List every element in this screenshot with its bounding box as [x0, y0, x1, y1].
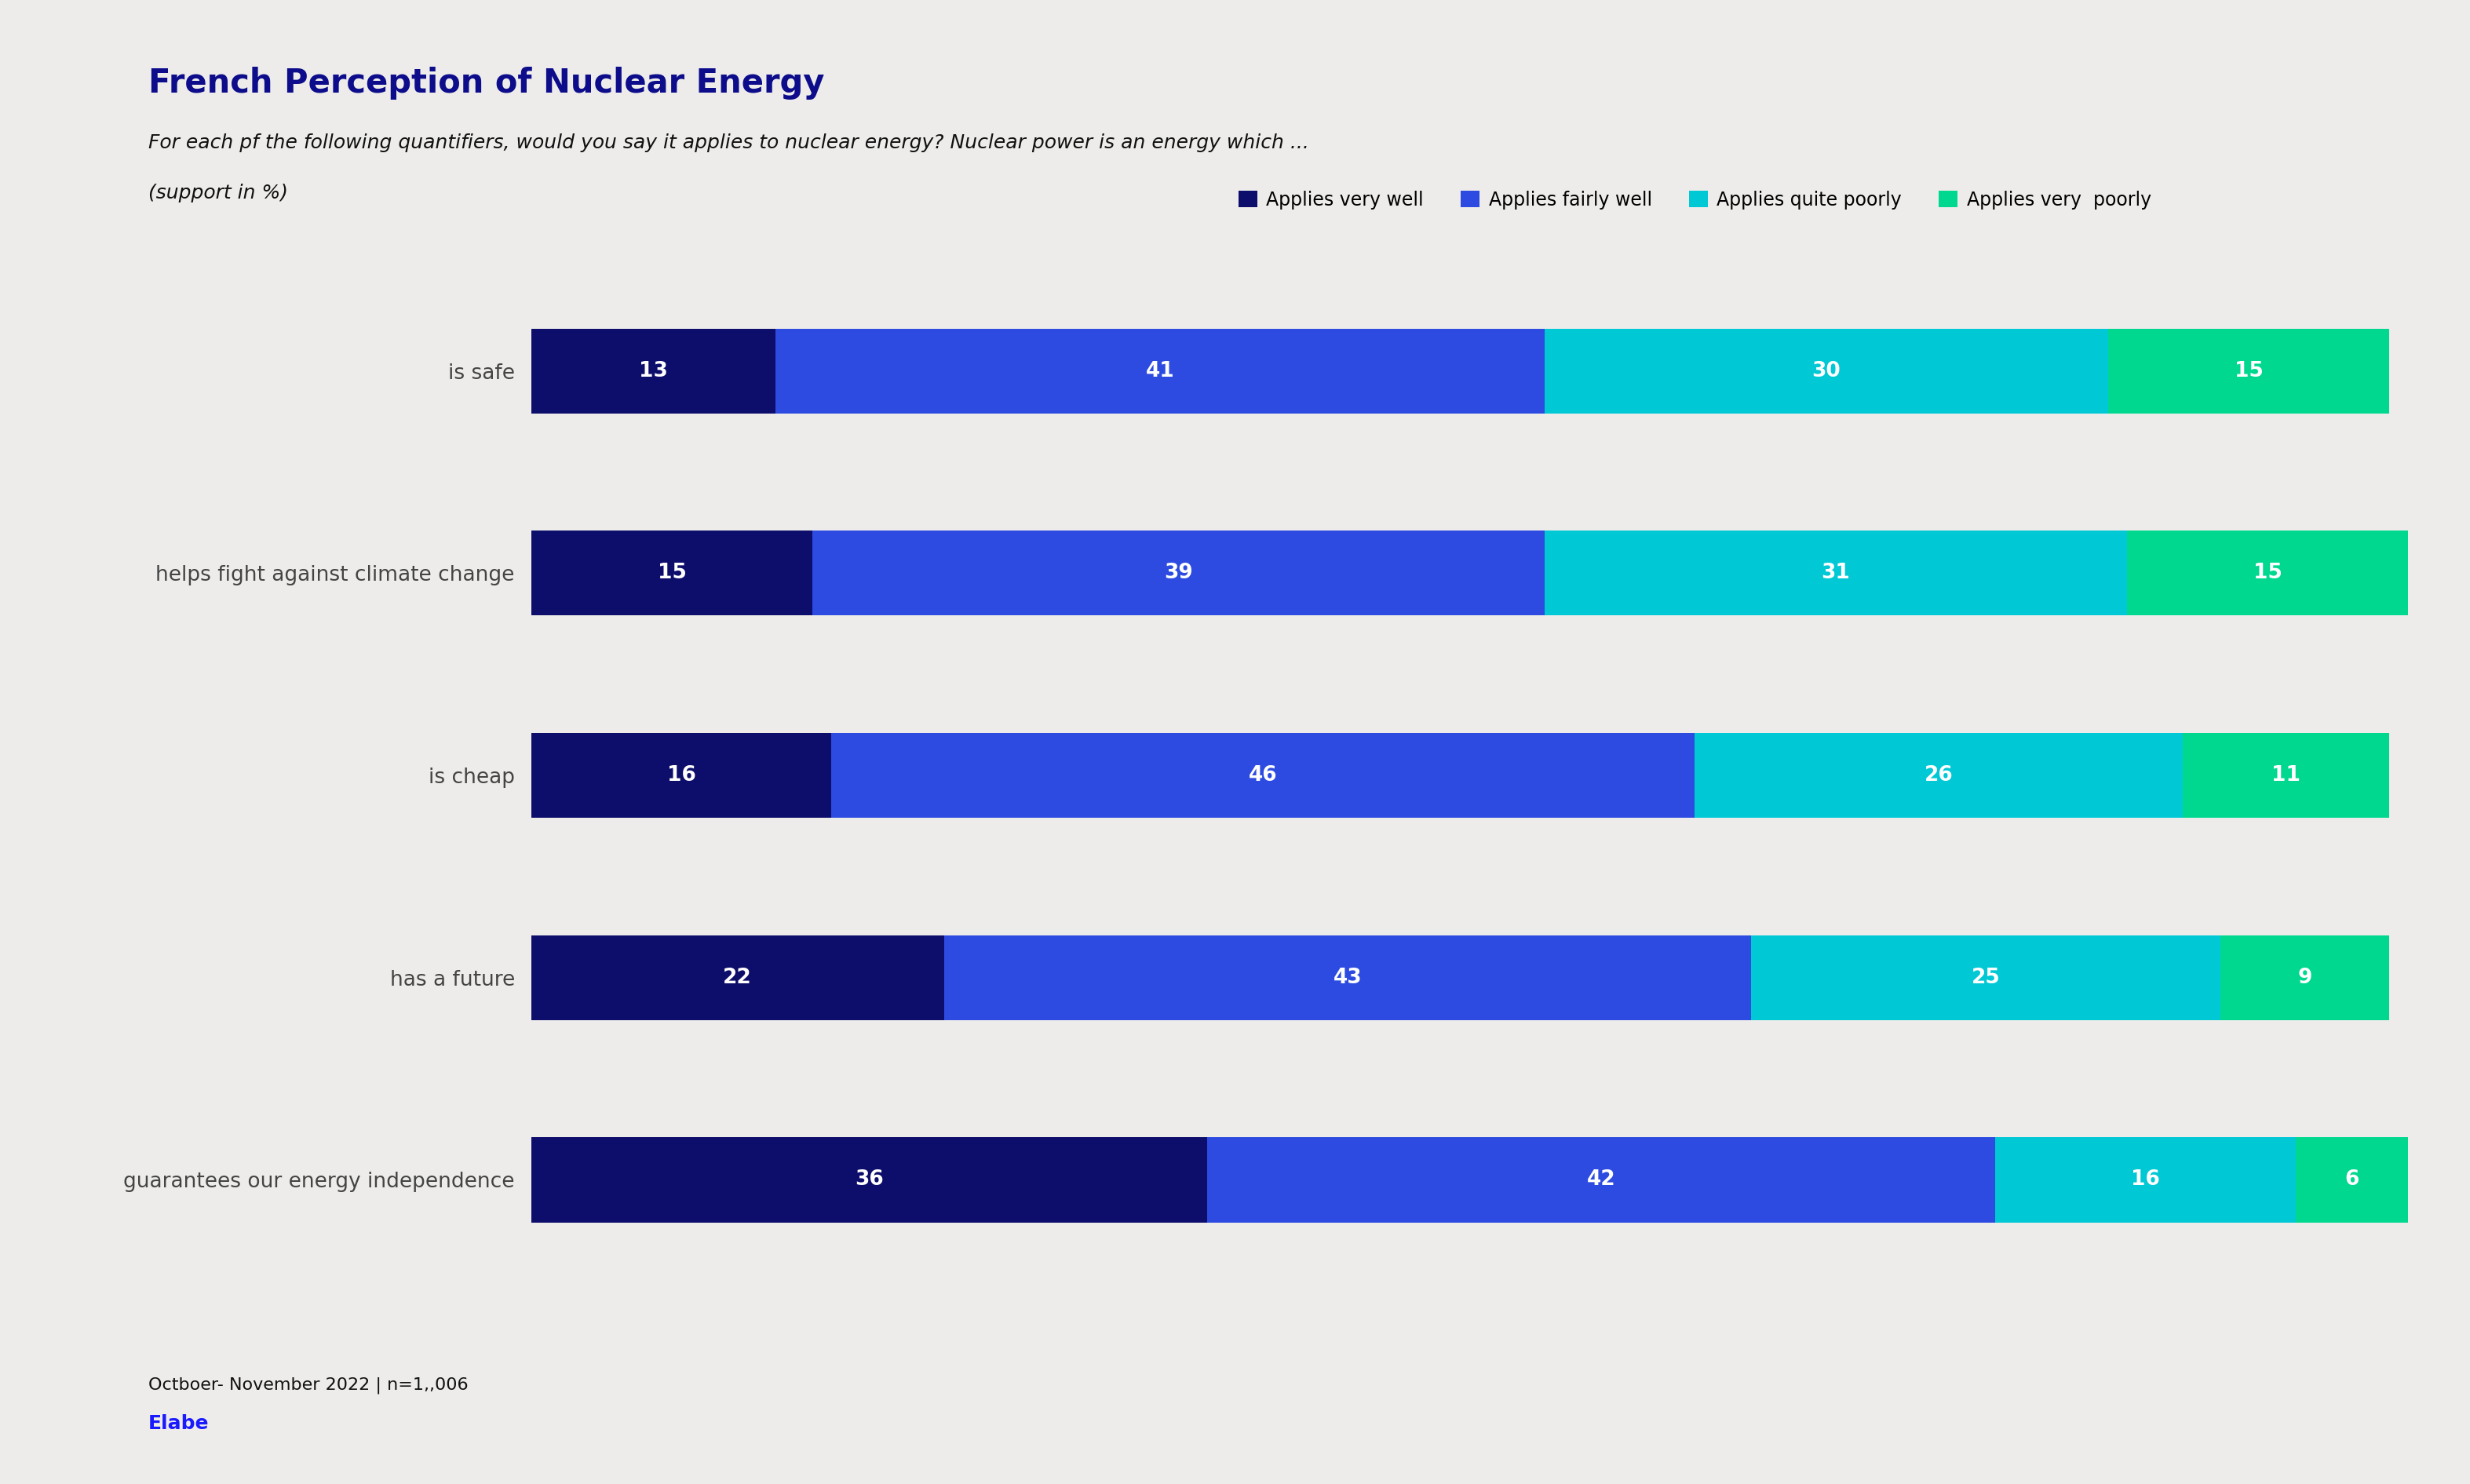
Bar: [1694, 733, 2183, 818]
Bar: [2107, 328, 2388, 414]
Bar: [1751, 935, 2221, 1020]
Legend: Applies very well, Applies fairly well, Applies quite poorly, Applies very  poor: Applies very well, Applies fairly well, …: [1237, 190, 2151, 209]
Bar: [776, 328, 1544, 414]
Text: 46: 46: [1250, 766, 1277, 785]
Bar: [813, 531, 1544, 616]
Text: 9: 9: [2297, 968, 2312, 988]
Text: 15: 15: [2235, 361, 2263, 381]
Bar: [944, 935, 1751, 1020]
Bar: [531, 531, 813, 616]
Text: 11: 11: [2272, 766, 2300, 785]
Bar: [531, 1137, 1208, 1223]
Text: 36: 36: [855, 1169, 884, 1190]
Text: 30: 30: [1813, 361, 1840, 381]
Text: 15: 15: [2253, 562, 2282, 583]
Text: 13: 13: [640, 361, 667, 381]
Text: 22: 22: [724, 968, 751, 988]
Bar: [1544, 531, 2127, 616]
Text: For each pf the following quantifiers, would you say it applies to nuclear energ: For each pf the following quantifiers, w…: [148, 134, 1309, 153]
Text: 6: 6: [2344, 1169, 2359, 1190]
Bar: [531, 733, 832, 818]
Bar: [1208, 1137, 1996, 1223]
Text: 16: 16: [667, 766, 697, 785]
Text: 42: 42: [1586, 1169, 1615, 1190]
Bar: [531, 935, 944, 1020]
Text: 16: 16: [2132, 1169, 2159, 1190]
Text: French Perception of Nuclear Energy: French Perception of Nuclear Energy: [148, 67, 825, 99]
Text: (support in %): (support in %): [148, 184, 289, 203]
Text: Elabe: Elabe: [148, 1414, 210, 1434]
Bar: [1996, 1137, 2295, 1223]
Text: 31: 31: [1820, 562, 1850, 583]
Bar: [1544, 328, 2107, 414]
Bar: [531, 328, 776, 414]
Text: 43: 43: [1334, 968, 1361, 988]
Text: 26: 26: [1924, 766, 1954, 785]
Bar: [2221, 935, 2388, 1020]
Bar: [832, 733, 1694, 818]
Text: 41: 41: [1146, 361, 1173, 381]
Text: 25: 25: [1971, 968, 2001, 988]
Text: 39: 39: [1163, 562, 1193, 583]
Bar: [2183, 733, 2388, 818]
Text: 15: 15: [657, 562, 687, 583]
Bar: [2295, 1137, 2408, 1223]
Bar: [2127, 531, 2408, 616]
Text: Octboer- November 2022 | n=1,,006: Octboer- November 2022 | n=1,,006: [148, 1377, 469, 1393]
